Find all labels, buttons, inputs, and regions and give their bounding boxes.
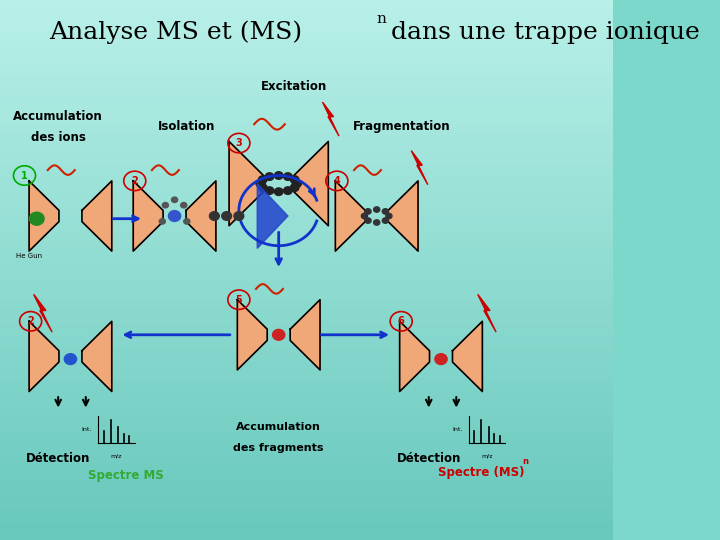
- Polygon shape: [388, 181, 418, 251]
- Text: He Gun: He Gun: [16, 253, 42, 260]
- Circle shape: [274, 188, 283, 195]
- Polygon shape: [452, 321, 482, 392]
- Circle shape: [290, 176, 299, 183]
- Text: n: n: [377, 12, 387, 26]
- Polygon shape: [186, 181, 216, 251]
- Polygon shape: [133, 181, 163, 251]
- Polygon shape: [34, 294, 52, 332]
- Text: dans une trappe ionique: dans une trappe ionique: [383, 21, 700, 44]
- Circle shape: [435, 354, 447, 364]
- Circle shape: [210, 212, 220, 220]
- Circle shape: [265, 187, 274, 194]
- Text: m/z: m/z: [481, 454, 492, 458]
- Polygon shape: [290, 300, 320, 370]
- Text: Analyse MS et (MS): Analyse MS et (MS): [49, 21, 302, 44]
- Polygon shape: [82, 181, 112, 251]
- Text: Int.: Int.: [452, 427, 462, 432]
- Circle shape: [284, 173, 292, 180]
- Polygon shape: [229, 141, 265, 226]
- Text: 2: 2: [27, 316, 34, 326]
- Text: Détection: Détection: [26, 453, 91, 465]
- Polygon shape: [478, 294, 496, 332]
- Polygon shape: [238, 300, 267, 370]
- Text: 3: 3: [235, 138, 242, 148]
- Text: Fragmentation: Fragmentation: [352, 120, 450, 133]
- Circle shape: [258, 184, 267, 191]
- Text: Accumulation: Accumulation: [13, 110, 103, 123]
- Polygon shape: [336, 181, 365, 251]
- Circle shape: [265, 173, 274, 180]
- Text: Int.: Int.: [81, 427, 92, 432]
- Circle shape: [234, 212, 244, 220]
- Circle shape: [30, 212, 44, 225]
- Text: Détection: Détection: [397, 453, 461, 465]
- Circle shape: [181, 202, 186, 208]
- Circle shape: [361, 213, 367, 219]
- Polygon shape: [82, 321, 112, 392]
- Text: 4: 4: [333, 176, 341, 186]
- Circle shape: [222, 212, 232, 220]
- Circle shape: [168, 211, 181, 221]
- Text: des ions: des ions: [31, 131, 86, 144]
- Circle shape: [374, 220, 379, 225]
- Circle shape: [382, 209, 388, 214]
- Circle shape: [274, 172, 283, 179]
- Circle shape: [184, 219, 190, 224]
- Circle shape: [258, 176, 267, 183]
- Text: m/z: m/z: [111, 454, 122, 458]
- Circle shape: [365, 218, 371, 223]
- Circle shape: [290, 184, 299, 191]
- Polygon shape: [323, 102, 339, 136]
- Text: 6: 6: [398, 316, 405, 326]
- Circle shape: [159, 219, 166, 224]
- Circle shape: [365, 209, 371, 214]
- Polygon shape: [29, 181, 59, 251]
- Text: 1: 1: [21, 171, 28, 180]
- Text: Isolation: Isolation: [158, 120, 215, 133]
- Text: n: n: [523, 457, 528, 466]
- Text: des fragments: des fragments: [233, 443, 324, 453]
- Polygon shape: [257, 184, 288, 248]
- Circle shape: [273, 329, 285, 340]
- Text: Spectre (MS): Spectre (MS): [438, 466, 524, 479]
- Circle shape: [374, 207, 379, 212]
- Polygon shape: [411, 151, 428, 185]
- Polygon shape: [29, 321, 59, 392]
- Circle shape: [171, 197, 178, 202]
- Circle shape: [162, 202, 168, 208]
- Text: Excitation: Excitation: [261, 80, 327, 93]
- Polygon shape: [292, 141, 328, 226]
- Circle shape: [382, 218, 388, 223]
- Text: Accumulation: Accumulation: [236, 422, 321, 431]
- Text: 2: 2: [131, 176, 138, 186]
- Circle shape: [256, 180, 265, 187]
- Circle shape: [284, 187, 292, 194]
- Circle shape: [64, 354, 76, 364]
- Circle shape: [293, 180, 302, 187]
- Circle shape: [386, 213, 392, 219]
- Text: Spectre MS: Spectre MS: [88, 469, 163, 482]
- Text: 5: 5: [235, 295, 242, 305]
- Polygon shape: [400, 321, 430, 392]
